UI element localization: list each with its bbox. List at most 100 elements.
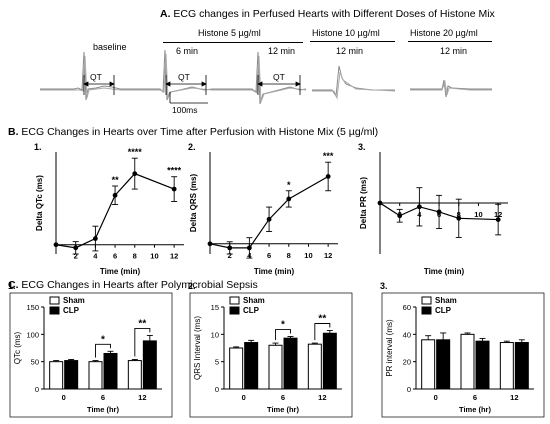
- y-tick-label: 5: [215, 358, 219, 367]
- series-line: [55, 172, 175, 249]
- x-axis-label: Time (min): [424, 267, 465, 276]
- significance-label: **: [318, 314, 326, 325]
- legend-label: CLP: [63, 306, 80, 315]
- section-c-letter: C.: [8, 279, 19, 291]
- x-tick-label: 12: [138, 393, 146, 402]
- panel-number: 1.: [34, 142, 42, 152]
- data-point: [73, 245, 79, 251]
- series-line: [379, 202, 499, 221]
- data-point: [397, 213, 403, 219]
- y-tick-label: 50: [31, 358, 39, 367]
- x-tick-label: 8: [287, 251, 291, 260]
- x-tick-label: 6: [101, 393, 105, 402]
- x-axis-label: Time (hr): [267, 405, 299, 414]
- histone10-bracket: [310, 41, 395, 42]
- x-tick-label: 12: [324, 251, 332, 260]
- x-tick-label: 4: [93, 252, 98, 261]
- section-a-title: A. ECG changes in Perfused Hearts with D…: [160, 8, 495, 20]
- x-tick-label: 0: [242, 393, 246, 402]
- panel-frame: [189, 292, 353, 418]
- legend-label: Sham: [435, 296, 457, 305]
- section-b-title: B. ECG Changes in Hearts over Time after…: [8, 126, 378, 138]
- ecg-label-histone20: Histone 20 µg/ml: [410, 28, 478, 38]
- data-point: [436, 209, 442, 215]
- x-tick-label: 8: [133, 252, 137, 261]
- data-point: [207, 241, 213, 247]
- legend-swatch: [49, 296, 60, 305]
- ecg-label-histone10: Histone 10 µg/ml: [312, 28, 380, 38]
- data-point: [286, 196, 292, 202]
- series-line: [209, 175, 329, 249]
- y-tick-label: 0: [215, 385, 219, 394]
- data-point: [325, 174, 331, 179]
- x-tick-label: 0: [62, 393, 66, 402]
- data-point: [495, 217, 501, 222]
- legend-label: Sham: [243, 296, 265, 305]
- y-tick-label: 0: [35, 385, 39, 394]
- y-axis-label: QTc (ms): [13, 331, 22, 364]
- significance-bracket: [95, 343, 111, 358]
- significance-label: ****: [128, 147, 143, 157]
- x-axis-label: Time (min): [100, 267, 141, 276]
- x-tick-label: 2: [74, 252, 78, 261]
- qt-label-1: QT: [90, 72, 102, 82]
- x-tick-label: 6: [267, 251, 271, 260]
- x-tick-label: 6: [113, 252, 117, 261]
- panel-number: 3.: [380, 281, 388, 291]
- legend-label: CLP: [243, 306, 260, 315]
- ecg-label-baseline: baseline: [93, 42, 127, 52]
- data-point: [246, 245, 252, 251]
- panel-number: 3.: [358, 142, 366, 152]
- significance-label: ****: [167, 166, 182, 176]
- data-point: [416, 204, 422, 210]
- qt-label-2: QT: [178, 72, 190, 82]
- bar: [460, 333, 475, 390]
- section-a-letter: A.: [160, 8, 171, 20]
- data-point: [132, 171, 138, 177]
- significance-label: **: [138, 318, 146, 329]
- ecg-traces: QT QT QT 100ms: [40, 49, 492, 115]
- data-point: [171, 186, 177, 192]
- significance-label: *: [287, 180, 291, 190]
- y-tick-label: 20: [403, 358, 411, 367]
- y-tick-label: 0: [407, 385, 411, 394]
- histone20-bracket: [408, 41, 492, 42]
- y-tick-label: 10: [211, 330, 219, 339]
- panel-frame: [381, 292, 545, 418]
- data-point: [227, 245, 233, 251]
- legend-swatch: [229, 296, 240, 305]
- qt-label-3: QT: [273, 72, 285, 82]
- x-tick-label: 0: [434, 393, 438, 402]
- bar: [514, 342, 529, 390]
- significance-bracket: [134, 327, 151, 357]
- legend-swatch: [229, 306, 240, 315]
- data-point: [92, 236, 98, 241]
- significance-bracket: [314, 323, 331, 341]
- section-b-text: ECG Changes in Hearts over Time after Pe…: [21, 126, 379, 138]
- panel-number: 1.: [8, 281, 16, 291]
- y-axis-label: Delta PR (ms): [359, 177, 368, 229]
- x-axis-label: Time (hr): [459, 405, 491, 414]
- section-c-text: ECG Changes in Hearts after Polymicrobia…: [21, 279, 258, 291]
- panel-number: 2.: [188, 142, 196, 152]
- legend-label: CLP: [435, 306, 452, 315]
- panel-frame: [9, 292, 173, 418]
- data-point: [456, 215, 462, 221]
- y-axis-label: Delta QTc (ms): [35, 175, 44, 231]
- ecg-label-12min: 12 min: [268, 46, 296, 56]
- ecg-label-6min: 6 min: [176, 46, 199, 56]
- histone5-bracket: [163, 42, 303, 43]
- bar: [475, 340, 490, 390]
- x-tick-label: 12: [318, 393, 326, 402]
- x-axis-label: Time (hr): [87, 405, 119, 414]
- x-tick-label: 6: [473, 393, 477, 402]
- data-point: [266, 216, 272, 222]
- significance-label: *: [101, 334, 105, 345]
- legend-swatch: [421, 296, 432, 305]
- panel-number: 2.: [188, 281, 196, 291]
